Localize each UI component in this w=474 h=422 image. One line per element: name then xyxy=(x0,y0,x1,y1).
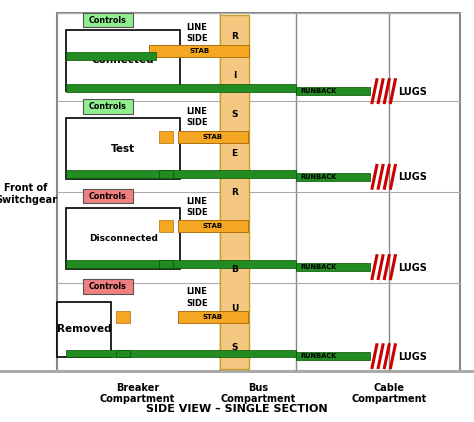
Text: B: B xyxy=(231,265,238,274)
Text: SIDE VIEW – SINGLE SECTION: SIDE VIEW – SINGLE SECTION xyxy=(146,404,328,414)
Text: Connected: Connected xyxy=(92,55,155,65)
Text: Controls: Controls xyxy=(89,282,127,291)
Bar xyxy=(159,220,173,232)
Bar xyxy=(66,118,180,179)
Bar xyxy=(83,189,133,203)
Bar xyxy=(66,260,296,268)
Bar xyxy=(220,15,249,369)
Bar xyxy=(66,84,296,92)
Text: LUGS: LUGS xyxy=(398,87,427,97)
Text: Controls: Controls xyxy=(89,192,127,200)
Bar xyxy=(178,220,248,232)
Text: U: U xyxy=(231,304,238,313)
Bar xyxy=(66,30,180,91)
Text: LINE: LINE xyxy=(186,197,207,206)
Bar xyxy=(296,87,370,95)
Bar xyxy=(83,99,133,114)
Bar xyxy=(0,370,474,373)
Text: RUNBACK: RUNBACK xyxy=(300,353,336,359)
Bar xyxy=(66,350,296,357)
Text: Removed: Removed xyxy=(57,324,111,334)
Bar xyxy=(159,260,173,268)
Text: SIDE: SIDE xyxy=(186,208,208,217)
Bar xyxy=(57,13,460,371)
Text: S: S xyxy=(231,110,238,119)
Text: STAB: STAB xyxy=(203,134,223,140)
Bar xyxy=(116,350,130,357)
Text: LINE: LINE xyxy=(186,107,207,116)
Text: STAB: STAB xyxy=(203,223,223,229)
Text: R: R xyxy=(231,32,238,41)
Bar xyxy=(178,131,248,143)
Text: RUNBACK: RUNBACK xyxy=(300,174,336,180)
Text: LINE: LINE xyxy=(186,287,207,296)
Text: RUNBACK: RUNBACK xyxy=(300,264,336,270)
Text: RUNBACK: RUNBACK xyxy=(300,88,336,94)
Text: SIDE: SIDE xyxy=(186,299,208,308)
Text: SIDE: SIDE xyxy=(186,34,208,43)
Text: Controls: Controls xyxy=(89,102,127,111)
Text: LUGS: LUGS xyxy=(398,352,427,362)
Bar xyxy=(83,13,133,27)
Text: E: E xyxy=(232,149,237,157)
Bar xyxy=(66,52,156,60)
Bar xyxy=(296,263,370,271)
Text: LUGS: LUGS xyxy=(398,262,427,273)
Text: Controls: Controls xyxy=(89,16,127,24)
Text: R: R xyxy=(231,187,238,197)
Bar xyxy=(149,45,249,57)
Text: LINE: LINE xyxy=(186,23,207,32)
Text: Disconnected: Disconnected xyxy=(89,234,158,243)
Bar xyxy=(296,352,370,360)
Bar xyxy=(296,173,370,181)
Text: S: S xyxy=(231,343,238,352)
Bar xyxy=(116,311,130,323)
Bar xyxy=(66,208,180,269)
Text: STAB: STAB xyxy=(203,314,223,320)
Bar xyxy=(57,302,111,357)
Bar xyxy=(159,170,173,178)
Text: Front of
Switchgear: Front of Switchgear xyxy=(0,183,57,205)
Text: LUGS: LUGS xyxy=(398,172,427,182)
Text: Test: Test xyxy=(111,144,135,154)
Bar xyxy=(66,170,296,178)
Bar xyxy=(159,131,173,143)
Text: SIDE: SIDE xyxy=(186,119,208,127)
Text: Cable
Compartment: Cable Compartment xyxy=(351,382,426,404)
Bar xyxy=(178,311,248,323)
Text: Bus
Compartment: Bus Compartment xyxy=(221,382,296,404)
Text: STAB: STAB xyxy=(189,48,209,54)
Text: I: I xyxy=(233,71,237,80)
Text: Breaker
Compartment: Breaker Compartment xyxy=(100,382,175,404)
Bar xyxy=(83,279,133,294)
